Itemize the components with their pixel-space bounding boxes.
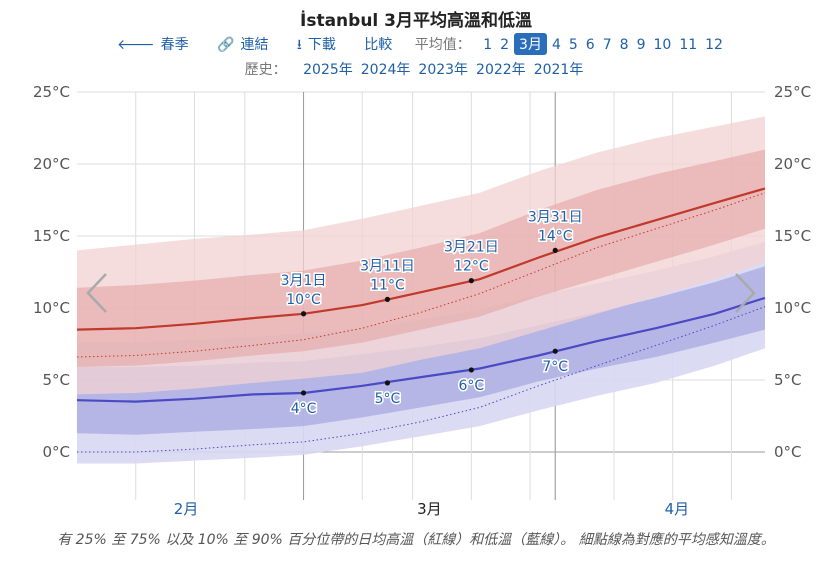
prev-arrow[interactable] [82, 268, 112, 318]
month-12[interactable]: 12 [705, 37, 723, 53]
back-label: 春季 [160, 37, 189, 53]
y-tick-label-right: 25°C [774, 83, 811, 101]
download-label: 下載 [307, 37, 336, 53]
annotation-temp: 10°C [286, 292, 321, 308]
average-label: 平均值： [414, 37, 471, 53]
annotation-point [552, 247, 558, 253]
history-label: 歷史： [244, 62, 287, 78]
x-month-label: 2月 [174, 500, 199, 518]
month-8[interactable]: 8 [619, 37, 629, 53]
annotation-point [300, 390, 307, 396]
y-tick-label-left: 15°C [33, 227, 70, 245]
x-axis-labels: 2月 3月 4月 [174, 500, 689, 518]
arrow-left-icon: 🡐 [117, 37, 155, 53]
annotation-date: 3月21日 [444, 240, 499, 256]
next-arrow[interactable] [728, 268, 758, 318]
month-10[interactable]: 10 [653, 37, 672, 53]
month-9[interactable]: 9 [636, 37, 646, 53]
temperature-chart: 0°C 0°C 5°C 5°C 10°C 10°C 15°C 15°C 20°C 20°C 25°C… [33, 83, 811, 518]
history-year-0[interactable]: 2025年 [303, 62, 353, 78]
chevron-right-icon [735, 273, 756, 313]
annotation-point [384, 296, 391, 302]
month-6[interactable]: 6 [585, 37, 595, 53]
annotation-temp: 6°C [458, 378, 484, 394]
download-button[interactable]: ⭳ 下載 [297, 37, 336, 53]
annotation-temp: 5°C [375, 391, 401, 407]
annotation-point [468, 367, 474, 373]
link-icon: 🔗 [217, 37, 235, 53]
y-tick-label-right: 20°C [774, 155, 811, 173]
annotation-temp: 12°C [454, 259, 489, 275]
annotation-date: 3月31日 [528, 209, 583, 225]
annotation-date: 3月11日 [360, 258, 415, 274]
month-1[interactable]: 1 [483, 37, 493, 53]
month-2[interactable]: 2 [500, 37, 510, 53]
month-5[interactable]: 5 [568, 37, 578, 53]
low-feels-like-line [77, 306, 766, 453]
history-year-4[interactable]: 2021年 [533, 62, 584, 78]
chart-bands [77, 116, 765, 464]
annotation-point [552, 348, 558, 354]
chevron-left-icon [86, 273, 107, 313]
y-tick-label-left: 10°C [33, 299, 70, 317]
low-temp-line [76, 296, 766, 403]
x-month-label: 3月 [417, 500, 442, 518]
download-icon: ⭳ [296, 37, 302, 53]
annotation-point [384, 380, 391, 386]
y-tick-label-right: 10°C [774, 299, 811, 317]
chart-lines [76, 187, 766, 453]
y-tick-label-left: 20°C [33, 155, 70, 173]
chart-caption: 有 25% 至 75% 以及 10% 至 90% 百分位帶的日均高溫（紅線）和低… [57, 532, 775, 548]
history-years: 2025年 2024年 2023年 2022年 2021年 [299, 62, 587, 78]
annotation-temp: 4°C [291, 401, 317, 417]
y-tick-label-right: 0°C [774, 443, 802, 461]
chart-annotations: 3月1日 10°C 3月11日 11°C 3月21日 12°C 3月31日 14°C 4°C 5°… [279, 208, 584, 419]
x-month-label: 4月 [665, 500, 690, 518]
annotation-temp: 11°C [370, 277, 405, 293]
history-bar: 歷史： 2025年 2024年 2023年 2022年 2021年 [0, 59, 832, 79]
annotation-temp: 14°C [538, 228, 573, 244]
y-tick-label-right: 5°C [774, 371, 802, 389]
history-year-2[interactable]: 2023年 [418, 62, 469, 78]
compare-button[interactable]: 比較 [364, 37, 393, 53]
high-temp-line [76, 187, 766, 331]
y-tick-label-left: 0°C [42, 443, 70, 461]
month-3[interactable]: 3月 [514, 33, 547, 55]
history-year-1[interactable]: 2024年 [360, 62, 411, 78]
y-tick-label-left: 5°C [42, 371, 70, 389]
month-4[interactable]: 4 [551, 37, 561, 53]
link-label: 連結 [240, 37, 269, 53]
nav-bar: 🡐 春季 🔗 連結 ⭳ 下載 比較 平均值： 1 2 3月 4 5 6 7 8 9 10 11 12 [0, 33, 832, 58]
month-selector: 1 2 3月 4 5 6 7 8 9 10 11 12 [479, 33, 727, 55]
annotation-date: 3月1日 [281, 273, 327, 289]
high-band-25-75 [77, 149, 765, 367]
month-11[interactable]: 11 [679, 37, 698, 53]
y-tick-label-left: 25°C [33, 83, 70, 101]
page-title: İstanbul 3月平均高溫和低溫 [300, 11, 532, 31]
annotation-temp: 7°C [542, 359, 568, 375]
month-7[interactable]: 7 [602, 37, 612, 53]
y-tick-label-right: 15°C [774, 227, 811, 245]
history-year-3[interactable]: 2022年 [476, 62, 526, 78]
link-button[interactable]: 🔗 連結 [217, 37, 268, 53]
y-axis-labels: 0°C 0°C 5°C 5°C 10°C 10°C 15°C 15°C 20°C 20°C 25°C… [33, 83, 811, 461]
high-feels-like-line [76, 192, 766, 358]
back-button[interactable]: 🡐 春季 [117, 37, 189, 53]
annotation-point [468, 278, 474, 284]
annotation-point [300, 311, 307, 317]
